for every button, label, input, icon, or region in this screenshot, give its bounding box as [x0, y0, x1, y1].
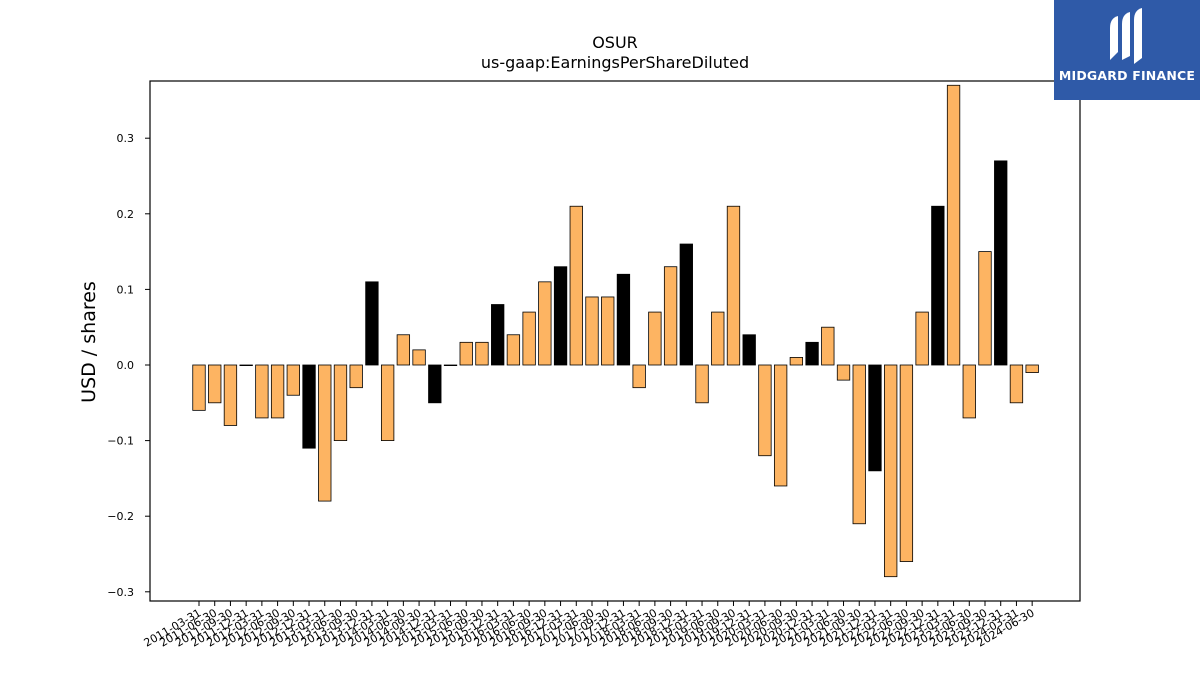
bar-2011-09-30	[223, 364, 238, 426]
bar-2020-09-30	[789, 357, 804, 366]
bar-2021-03-31	[821, 326, 835, 366]
bar-2012-06-30	[270, 364, 285, 419]
bar-2016-12-31	[553, 266, 568, 366]
bar-2019-03-31	[695, 364, 709, 404]
y-tick-label: 0.1	[117, 283, 135, 296]
bar-2021-06-30	[836, 364, 851, 381]
bar-2011-06-30	[208, 364, 222, 404]
bar-2011-03-31	[192, 364, 206, 411]
bar-2022-12-31	[931, 205, 945, 366]
bar-2011-12-31	[239, 364, 253, 367]
bar-2013-12-31	[365, 281, 379, 366]
y-tick-label: 0.2	[117, 208, 135, 221]
bar-2014-12-31	[428, 364, 442, 404]
midgard-logo-icon	[1110, 8, 1142, 64]
y-tick-label: 0.0	[117, 359, 135, 372]
x-axis: 2011-03-312011-06-302011-09-302011-12-31…	[142, 601, 1037, 650]
bar-2015-12-31	[491, 304, 505, 366]
bar-2023-12-31	[994, 160, 1008, 366]
bar-2019-09-30	[726, 205, 741, 366]
bar-2022-03-31	[884, 364, 898, 578]
bar-2014-06-30	[396, 334, 411, 366]
bar-2015-06-30	[459, 341, 473, 366]
bar-2014-03-31	[380, 364, 395, 441]
bar-2020-06-30	[773, 364, 788, 487]
bar-2013-09-30	[349, 364, 363, 389]
bar-2013-06-30	[333, 364, 348, 441]
bars-group	[192, 84, 1039, 578]
bar-2015-09-30	[475, 341, 489, 366]
bar-2024-03-31	[1009, 364, 1024, 404]
bar-2017-09-30	[601, 296, 615, 366]
bar-2024-06-30	[1025, 364, 1039, 373]
plot-frame	[149, 80, 1081, 602]
chart-title: OSUR	[592, 33, 638, 52]
y-axis-label: USD / shares	[78, 281, 100, 403]
y-tick-label: −0.3	[107, 586, 134, 599]
bar-2021-09-30	[852, 364, 866, 525]
bar-2012-12-31	[302, 364, 316, 449]
bar-2012-09-30	[286, 364, 300, 396]
bar-2018-09-30	[663, 266, 678, 366]
bar-2023-03-31	[946, 84, 961, 366]
bar-2023-09-30	[978, 251, 992, 366]
bar-2017-03-31	[569, 205, 583, 366]
bar-2016-06-30	[522, 311, 536, 366]
bar-2022-09-30	[915, 311, 929, 366]
logo-wordmark: MIDGARD FINANCE	[1058, 68, 1196, 83]
bar-2018-12-31	[679, 243, 693, 366]
y-axis: −0.3 −0.2 −0.1 0.0 0.1 0.2 0.3	[107, 132, 150, 599]
y-tick-label: −0.1	[107, 435, 134, 448]
y-tick-label: −0.2	[107, 510, 134, 523]
bar-2012-03-31	[255, 364, 269, 419]
bar-2016-09-30	[538, 281, 552, 366]
bar-2021-12-31	[868, 364, 882, 472]
bar-2020-12-31	[805, 341, 819, 366]
bar-2020-03-31	[758, 364, 772, 457]
bar-2017-12-31	[616, 273, 631, 366]
bar-2017-06-30	[585, 296, 599, 366]
bar-2023-06-30	[962, 364, 976, 419]
bar-2014-09-30	[412, 349, 426, 366]
bar-2022-06-30	[899, 364, 914, 562]
bar-2013-03-31	[318, 364, 332, 502]
chart-subtitle: us-gaap:EarningsPerShareDiluted	[481, 53, 749, 72]
midgard-finance-logo: MIDGARD FINANCE	[1054, 0, 1200, 100]
bar-2018-06-30	[648, 311, 662, 366]
bar-2015-03-31	[443, 364, 458, 367]
bar-2019-06-30	[711, 311, 725, 366]
bar-2018-03-31	[632, 364, 646, 389]
y-tick-label: 0.3	[117, 132, 135, 145]
bar-2016-03-31	[506, 334, 521, 366]
bar-2019-12-31	[742, 334, 756, 366]
